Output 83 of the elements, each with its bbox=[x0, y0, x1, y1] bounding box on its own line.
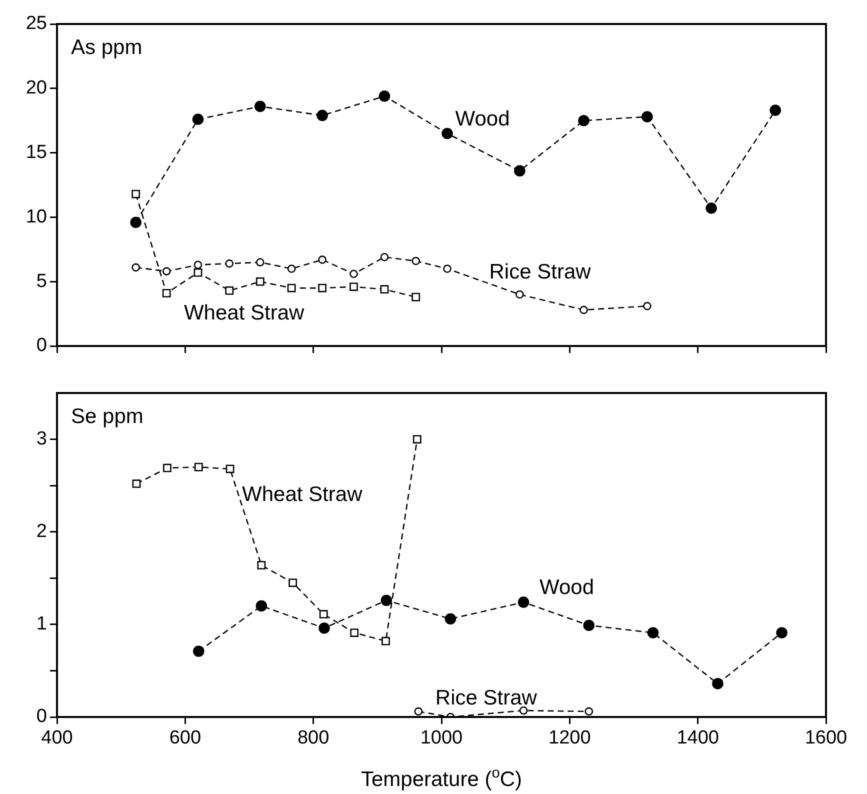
series-label: Wheat Straw bbox=[242, 482, 364, 506]
series-label: Wheat Straw bbox=[184, 302, 306, 325]
point bbox=[316, 110, 328, 122]
y-tick-label: 10 bbox=[26, 206, 47, 228]
y-tick-label: 20 bbox=[26, 78, 47, 99]
point bbox=[318, 284, 326, 292]
point bbox=[444, 613, 456, 625]
point bbox=[288, 578, 298, 587]
point bbox=[380, 285, 389, 294]
point bbox=[194, 268, 202, 277]
point bbox=[287, 264, 296, 273]
point bbox=[518, 596, 530, 608]
point bbox=[256, 277, 264, 286]
x-tick-label: 400 bbox=[41, 728, 73, 749]
point bbox=[643, 302, 652, 310]
point bbox=[318, 256, 326, 264]
point bbox=[350, 282, 358, 291]
point bbox=[132, 480, 141, 488]
point bbox=[519, 706, 528, 715]
point bbox=[254, 100, 266, 112]
series-label: Wood bbox=[455, 107, 510, 130]
point bbox=[776, 627, 788, 638]
point bbox=[412, 292, 420, 302]
point bbox=[580, 306, 588, 314]
point bbox=[584, 707, 594, 716]
point bbox=[583, 620, 595, 632]
point bbox=[194, 462, 203, 472]
point bbox=[578, 114, 590, 126]
point bbox=[257, 561, 266, 570]
y-tick-label: 0 bbox=[36, 706, 47, 728]
annotation: Se ppm bbox=[71, 405, 144, 428]
y-tick-label: 5 bbox=[36, 270, 47, 292]
point bbox=[414, 707, 423, 716]
point bbox=[412, 435, 422, 444]
y-tick-label: 0 bbox=[36, 335, 47, 356]
point bbox=[350, 628, 359, 637]
point bbox=[642, 111, 653, 122]
series-label: Rice Straw bbox=[489, 260, 592, 284]
point bbox=[412, 256, 420, 266]
point bbox=[712, 678, 724, 690]
point bbox=[192, 114, 204, 125]
x-tick-label: 1000 bbox=[420, 728, 463, 749]
y-tick-label: 25 bbox=[26, 13, 47, 34]
annotation: As ppm bbox=[71, 36, 142, 59]
point bbox=[380, 594, 392, 606]
point bbox=[256, 600, 268, 612]
point bbox=[378, 90, 390, 102]
point bbox=[163, 464, 172, 472]
y-tick-label: 15 bbox=[26, 142, 47, 164]
x-tick-label: 1200 bbox=[548, 728, 591, 749]
x-tick-label: 600 bbox=[169, 728, 202, 749]
point bbox=[647, 627, 659, 638]
point bbox=[380, 252, 389, 262]
point bbox=[192, 646, 204, 657]
y-tick-label: 3 bbox=[36, 428, 47, 450]
point bbox=[162, 267, 171, 276]
point bbox=[442, 128, 453, 140]
y-tick-label: 1 bbox=[36, 614, 47, 635]
point bbox=[287, 284, 296, 292]
point bbox=[256, 258, 264, 266]
point bbox=[225, 259, 234, 268]
point bbox=[319, 610, 328, 618]
series-label: Rice Straw bbox=[435, 686, 538, 710]
y-tick-label: 2 bbox=[36, 521, 47, 542]
point bbox=[194, 260, 202, 270]
point bbox=[443, 264, 452, 273]
x-tick-label: 1600 bbox=[804, 728, 848, 749]
series-label: Wood bbox=[540, 576, 594, 600]
point bbox=[225, 286, 234, 295]
point bbox=[514, 165, 526, 176]
point bbox=[132, 190, 140, 198]
point bbox=[226, 464, 234, 474]
point bbox=[770, 104, 782, 116]
x-tick-label: 1400 bbox=[676, 728, 719, 749]
point bbox=[350, 270, 358, 278]
point bbox=[318, 622, 330, 634]
point bbox=[162, 289, 171, 298]
point bbox=[516, 290, 524, 299]
point bbox=[382, 636, 390, 646]
point bbox=[132, 263, 140, 272]
point bbox=[706, 202, 717, 214]
x-tick-label: 800 bbox=[297, 728, 330, 749]
point bbox=[130, 216, 142, 228]
